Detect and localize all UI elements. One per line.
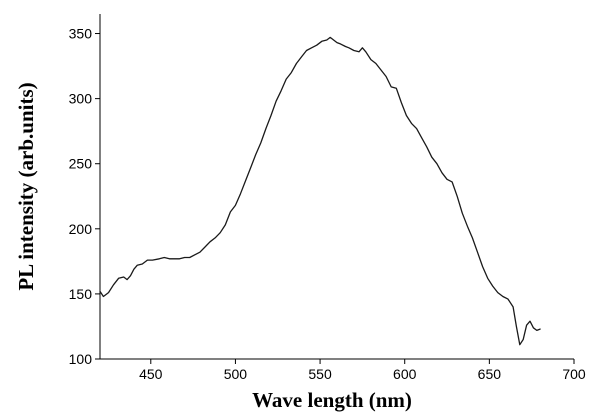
y-tick-label: 250 [69,156,93,172]
series-line [100,37,540,344]
axes [100,14,574,359]
x-tick-label: 650 [478,366,502,382]
y-tick-label: 350 [69,26,93,42]
y-ticks [95,34,100,359]
x-tick-label: 500 [224,366,248,382]
y-tick-label: 200 [69,221,93,237]
y-tick-label: 150 [69,286,93,302]
x-tick-label: 600 [393,366,417,382]
x-ticks [151,359,574,364]
y-axis-title: PL intensity (arb.units) [14,82,38,290]
series-group [100,37,540,344]
y-tick-label: 300 [69,91,93,107]
y-tick-labels: 100 150 200 250 300 350 [69,26,93,367]
x-tick-label: 450 [139,366,163,382]
x-axis-title: Wave length (nm) [252,388,412,412]
x-tick-label: 550 [308,366,332,382]
x-tick-label: 700 [562,366,586,382]
x-tick-labels: 450 500 550 600 650 700 [139,366,586,382]
y-tick-label: 100 [69,351,93,367]
